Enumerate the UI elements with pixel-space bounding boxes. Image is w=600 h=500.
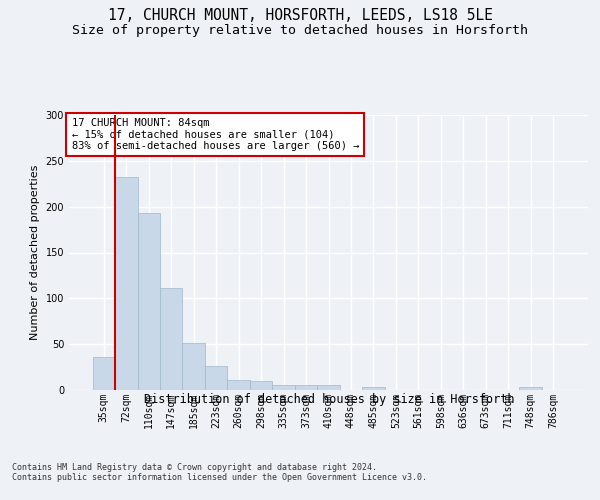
Bar xyxy=(295,386,317,390)
Bar xyxy=(272,386,295,390)
Text: Size of property relative to detached houses in Horsforth: Size of property relative to detached ho… xyxy=(72,24,528,37)
Text: Distribution of detached houses by size in Horsforth: Distribution of detached houses by size … xyxy=(143,392,514,406)
Text: 17 CHURCH MOUNT: 84sqm
← 15% of detached houses are smaller (104)
83% of semi-de: 17 CHURCH MOUNT: 84sqm ← 15% of detached… xyxy=(71,118,359,151)
Text: Contains HM Land Registry data © Crown copyright and database right 2024.
Contai: Contains HM Land Registry data © Crown c… xyxy=(12,462,427,482)
Bar xyxy=(182,343,205,390)
Bar xyxy=(520,387,542,390)
Bar xyxy=(250,381,272,390)
Y-axis label: Number of detached properties: Number of detached properties xyxy=(30,165,40,340)
Bar xyxy=(115,178,137,390)
Bar xyxy=(137,213,160,390)
Bar xyxy=(92,357,115,390)
Bar xyxy=(205,366,227,390)
Bar xyxy=(160,288,182,390)
Text: 17, CHURCH MOUNT, HORSFORTH, LEEDS, LS18 5LE: 17, CHURCH MOUNT, HORSFORTH, LEEDS, LS18… xyxy=(107,8,493,22)
Bar xyxy=(362,387,385,390)
Bar xyxy=(317,386,340,390)
Bar xyxy=(227,380,250,390)
